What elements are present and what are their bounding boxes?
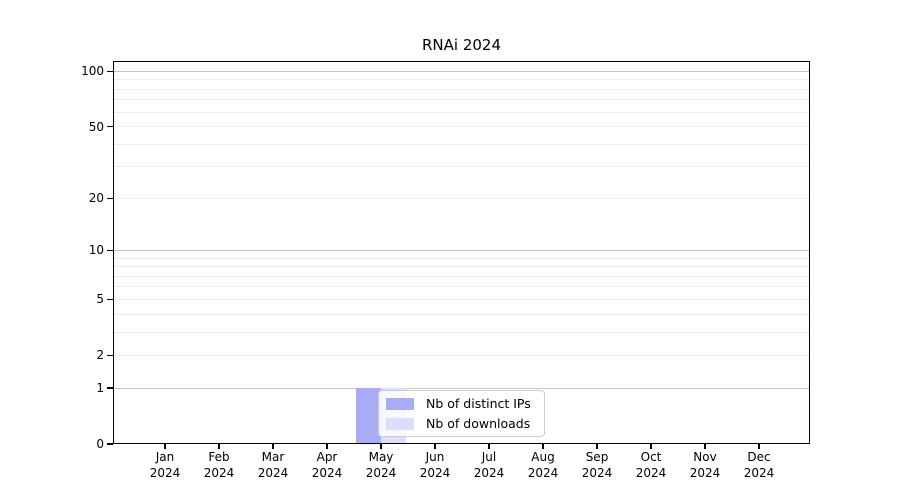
legend-row: Nb of distinct IPs bbox=[386, 395, 536, 412]
y-tick-label: 50 bbox=[88, 119, 104, 134]
bar-distinct-ips bbox=[355, 387, 381, 444]
x-tick bbox=[380, 444, 382, 449]
x-tick-label: Sep 2024 bbox=[581, 450, 613, 480]
x-tick bbox=[164, 444, 166, 449]
y-tick-label: 5 bbox=[96, 292, 104, 307]
x-tick-label: Dec 2024 bbox=[743, 450, 775, 480]
y-tick-label: 2 bbox=[96, 348, 104, 363]
y-tick bbox=[107, 354, 113, 357]
x-tick bbox=[542, 444, 544, 449]
x-tick bbox=[434, 444, 436, 449]
legend: Nb of distinct IPs Nb of downloads bbox=[378, 390, 545, 437]
minor-gridline bbox=[114, 313, 809, 315]
plot-area bbox=[113, 61, 810, 444]
minor-gridline bbox=[114, 166, 809, 168]
x-tick bbox=[326, 444, 328, 449]
minor-gridline bbox=[114, 275, 809, 277]
y-tick bbox=[107, 249, 113, 252]
legend-label: Nb of downloads bbox=[426, 416, 531, 431]
x-tick-label: Nov 2024 bbox=[689, 450, 721, 480]
minor-gridline bbox=[114, 197, 809, 199]
y-tick bbox=[107, 387, 113, 389]
x-tick bbox=[596, 444, 598, 449]
legend-swatch-downloads bbox=[386, 417, 414, 430]
minor-gridline bbox=[114, 111, 809, 113]
minor-gridline bbox=[114, 143, 809, 145]
legend-row: Nb of downloads bbox=[386, 415, 536, 432]
minor-gridline bbox=[114, 99, 809, 101]
minor-gridline bbox=[114, 354, 809, 356]
legend-label: Nb of distinct IPs bbox=[426, 396, 531, 411]
y-tick-label: 20 bbox=[88, 191, 104, 206]
x-tick bbox=[488, 444, 490, 449]
x-tick-label: Feb 2024 bbox=[203, 450, 235, 480]
minor-gridline bbox=[114, 331, 809, 333]
minor-gridline bbox=[114, 79, 809, 81]
x-tick bbox=[218, 444, 220, 449]
y-tick-label: 10 bbox=[88, 243, 104, 258]
y-tick bbox=[107, 70, 113, 73]
minor-gridline bbox=[114, 126, 809, 128]
y-tick bbox=[107, 443, 113, 445]
x-tick-label: Apr 2024 bbox=[311, 450, 343, 480]
x-tick-label: Mar 2024 bbox=[257, 450, 289, 480]
x-tick-label: Aug 2024 bbox=[527, 450, 559, 480]
y-tick bbox=[107, 125, 113, 128]
x-tick-label: May 2024 bbox=[365, 450, 397, 480]
x-tick-label: Oct 2024 bbox=[635, 450, 667, 480]
x-tick bbox=[650, 444, 652, 449]
legend-swatch-distinct-ips bbox=[386, 397, 414, 410]
y-tick-label: 0 bbox=[96, 437, 104, 451]
x-tick-label: Jun 2024 bbox=[419, 450, 451, 480]
major-gridline bbox=[114, 387, 809, 389]
y-tick bbox=[107, 298, 113, 301]
minor-gridline bbox=[114, 88, 809, 90]
y-tick bbox=[107, 197, 113, 199]
y-tick-label: 100 bbox=[81, 64, 104, 79]
major-gridline bbox=[114, 249, 809, 251]
major-gridline bbox=[114, 70, 809, 72]
x-tick bbox=[704, 444, 706, 449]
x-tick bbox=[272, 444, 274, 449]
x-tick-label: Jan 2024 bbox=[149, 450, 181, 480]
minor-gridline bbox=[114, 266, 809, 268]
x-tick-label: Jul 2024 bbox=[473, 450, 505, 480]
chart-title: RNAi 2024 bbox=[421, 36, 501, 54]
minor-gridline bbox=[114, 286, 809, 288]
x-tick bbox=[758, 444, 760, 449]
y-tick-label: 1 bbox=[96, 381, 104, 396]
minor-gridline bbox=[114, 298, 809, 300]
minor-gridline bbox=[114, 257, 809, 259]
